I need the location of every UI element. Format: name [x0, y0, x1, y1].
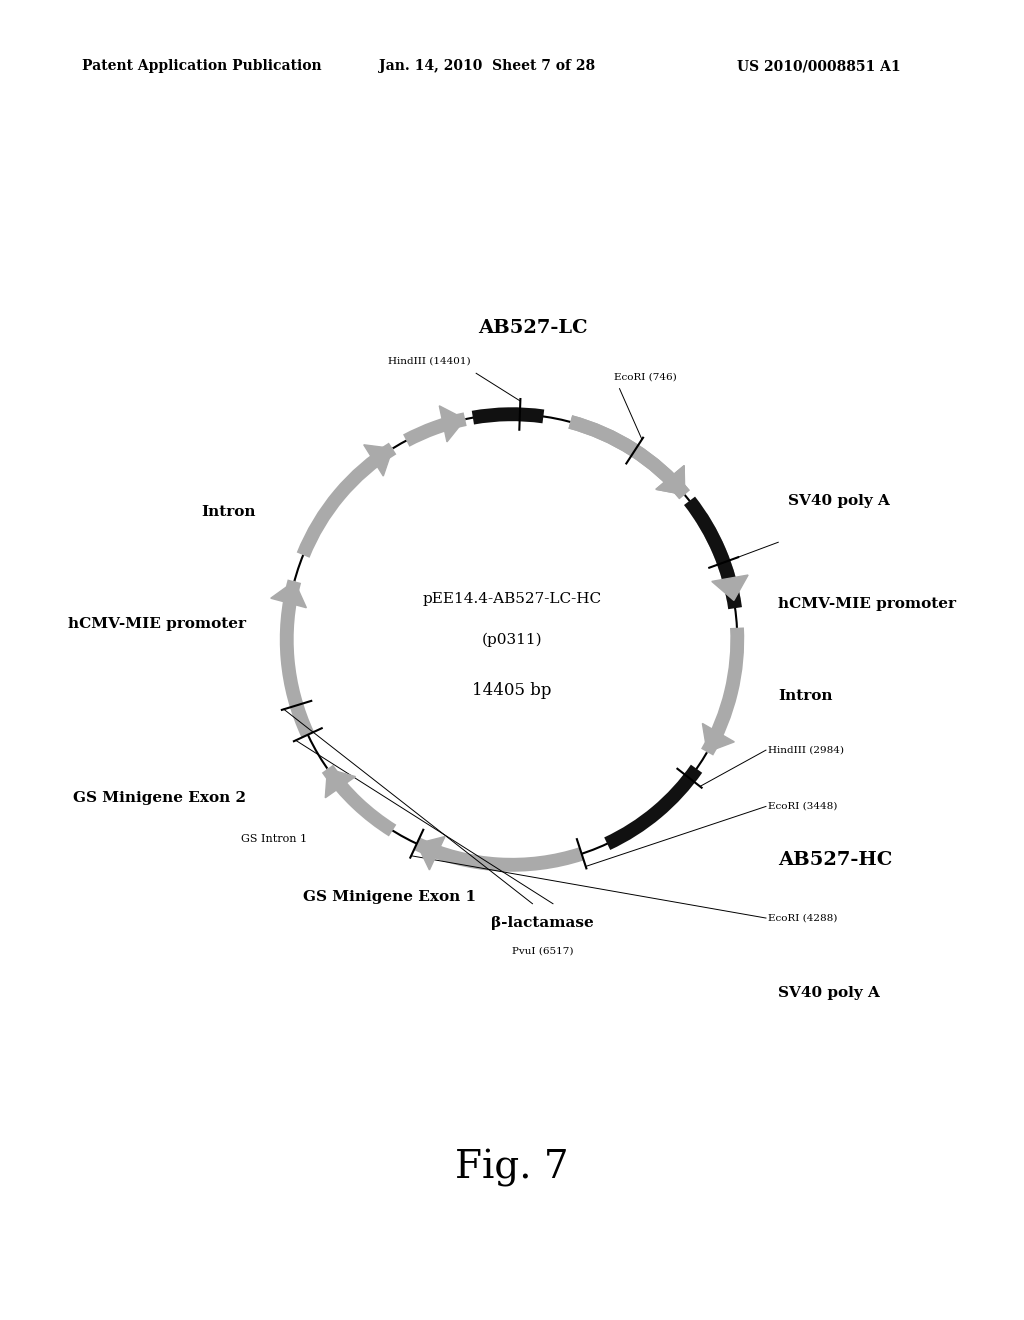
Polygon shape — [656, 466, 685, 495]
Text: 14405 bp: 14405 bp — [472, 682, 552, 700]
Polygon shape — [702, 723, 734, 752]
Text: pEE14.4-AB527-LC-HC: pEE14.4-AB527-LC-HC — [423, 591, 601, 606]
Text: AB527-LC: AB527-LC — [477, 319, 588, 338]
Text: EcoRI (746): EcoRI (746) — [614, 372, 677, 381]
Text: Fig. 7: Fig. 7 — [456, 1150, 568, 1187]
Text: GS Minigene Exon 1: GS Minigene Exon 1 — [302, 891, 476, 904]
Text: Patent Application Publication: Patent Application Publication — [82, 59, 322, 74]
Polygon shape — [712, 576, 749, 601]
Text: Jan. 14, 2010  Sheet 7 of 28: Jan. 14, 2010 Sheet 7 of 28 — [379, 59, 595, 74]
Polygon shape — [439, 405, 465, 442]
Text: AB527-HC: AB527-HC — [778, 850, 893, 869]
Text: (p0311): (p0311) — [481, 632, 543, 647]
Text: hCMV-MIE promoter: hCMV-MIE promoter — [778, 597, 956, 611]
Text: Intron: Intron — [202, 504, 256, 519]
Text: US 2010/0008851 A1: US 2010/0008851 A1 — [737, 59, 901, 74]
Text: hCMV-MIE promoter: hCMV-MIE promoter — [68, 618, 246, 631]
Text: SV40 poly A: SV40 poly A — [788, 494, 890, 508]
Text: SV40 poly A: SV40 poly A — [778, 986, 880, 999]
Text: HindIII (14401): HindIII (14401) — [388, 356, 471, 366]
Text: PvuI (6517): PvuI (6517) — [512, 946, 573, 956]
Polygon shape — [270, 581, 306, 607]
Polygon shape — [417, 837, 445, 870]
Text: HindIII (2984): HindIII (2984) — [768, 746, 844, 755]
Polygon shape — [656, 466, 685, 495]
Text: EcoRI (4288): EcoRI (4288) — [768, 913, 838, 923]
Text: GS Minigene Exon 2: GS Minigene Exon 2 — [73, 791, 246, 805]
Text: EcoRI (3448): EcoRI (3448) — [768, 803, 838, 810]
Polygon shape — [326, 768, 355, 797]
Text: β-lactamase: β-lactamase — [492, 916, 594, 931]
Text: GS Intron 1: GS Intron 1 — [241, 834, 307, 845]
Polygon shape — [364, 445, 392, 477]
Text: Intron: Intron — [778, 689, 833, 702]
